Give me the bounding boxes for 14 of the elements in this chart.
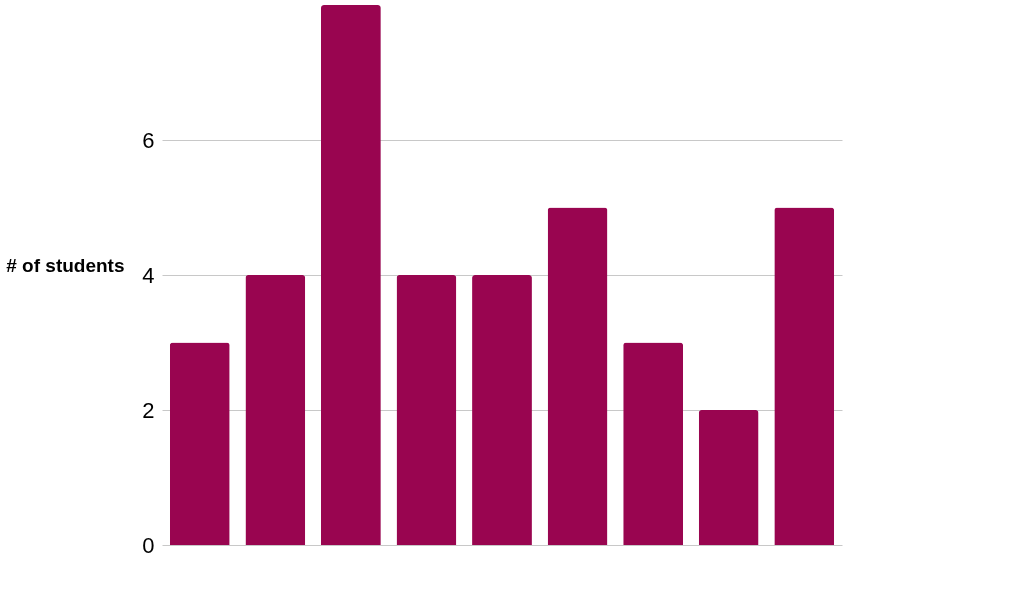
bar <box>698 410 759 545</box>
bar <box>623 342 684 545</box>
bar <box>396 275 457 545</box>
bar <box>320 5 381 545</box>
y-tick-label: 6 <box>142 127 155 153</box>
y-tick-label: 4 <box>142 262 155 288</box>
bar <box>169 342 230 545</box>
bar <box>547 207 608 545</box>
bar <box>245 275 306 545</box>
y-tick-label: 2 <box>142 397 155 423</box>
y-axis-title: # of students <box>6 254 125 276</box>
bar <box>472 275 532 545</box>
bar <box>774 207 835 545</box>
y-tick-label: 0 <box>142 532 155 558</box>
